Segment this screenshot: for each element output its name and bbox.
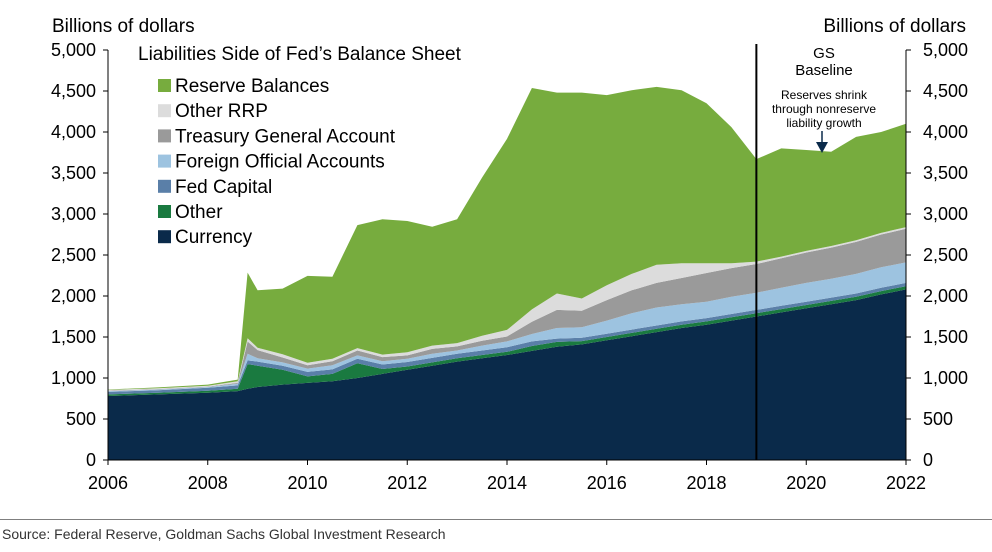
x-tick-label: 2018 — [686, 473, 726, 493]
area-other-rrp — [108, 227, 906, 391]
left-y-tick-label: 1,500 — [51, 327, 96, 347]
source-note: Source: Federal Reserve, Goldman Sachs G… — [2, 526, 446, 542]
baseline-label: Baseline — [795, 62, 853, 79]
legend-swatch — [158, 79, 171, 92]
right-y-tick-label: 4,000 — [923, 122, 968, 142]
right-y-tick-label: 4,500 — [923, 81, 968, 101]
right-y-tick-label: 3,000 — [923, 204, 968, 224]
right-y-tick-label: 2,000 — [923, 286, 968, 306]
x-tick-label: 2020 — [786, 473, 826, 493]
left-y-tick-label: 5,000 — [51, 40, 96, 60]
gs-label: GS — [813, 45, 835, 62]
annotation-arrow — [816, 131, 828, 153]
legend-swatch — [158, 230, 171, 244]
footer-divider — [0, 519, 992, 520]
x-tick-label: 2008 — [188, 473, 228, 493]
left-y-tick-label: 4,000 — [51, 122, 96, 142]
x-tick-label: 2012 — [387, 473, 427, 493]
right-y-tick-label: 0 — [923, 450, 933, 470]
tick-group — [103, 49, 911, 465]
x-tick-label: 2014 — [487, 473, 527, 493]
area-series-group — [108, 86, 906, 460]
right-y-tick-label: 1,000 — [923, 368, 968, 388]
legend-label: Treasury General Account — [175, 126, 396, 147]
annotation-line-1: Reserves shrink — [781, 88, 868, 102]
annotation-line-3: liability growth — [786, 116, 861, 130]
right-y-tick-label: 2,500 — [923, 245, 968, 265]
right-y-tick-label: 500 — [923, 409, 953, 429]
left-y-tick-label: 4,500 — [51, 81, 96, 101]
x-tick-label: 2022 — [886, 473, 926, 493]
left-y-tick-label: 1,000 — [51, 368, 96, 388]
chart-title: Liabilities Side of Fed’s Balance Sheet — [138, 44, 462, 65]
right-y-tick-label: 3,500 — [923, 163, 968, 183]
legend-label: Fed Capital — [175, 177, 272, 198]
left-y-tick-label: 3,000 — [51, 204, 96, 224]
legend: Reserve Balances Other RRP Treasury Genera… — [158, 76, 396, 248]
right-y-tick-label: 5,000 — [923, 40, 968, 60]
x-tick-label: 2016 — [587, 473, 627, 493]
area-reserve-balances — [108, 86, 906, 390]
stacked-area-chart: 0 0 500 500 1,000 1,000 1,500 1,500 2,000 2,000 2,… — [51, 16, 968, 493]
legend-label: Foreign Official Accounts — [175, 152, 385, 173]
legend-swatch — [158, 129, 171, 143]
legend-label: Reserve Balances — [175, 76, 329, 97]
left-y-tick-label: 0 — [86, 450, 96, 470]
left-y-tick-label: 2,000 — [51, 286, 96, 306]
x-tick-label: 2006 — [88, 473, 128, 493]
right-y-tick-label: 1,500 — [923, 327, 968, 347]
y-axis-label-left: Billions of dollars — [52, 16, 195, 37]
legend-swatch — [158, 154, 171, 168]
left-y-tick-label: 2,500 — [51, 245, 96, 265]
legend-swatch — [158, 205, 171, 218]
legend-swatch — [158, 104, 171, 118]
area-currency — [108, 289, 906, 460]
tick-label-group: 0 0 500 500 1,000 1,000 1,500 1,500 2,000 2,000 2,… — [51, 40, 968, 493]
legend-label: Currency — [175, 227, 253, 248]
left-y-tick-label: 500 — [66, 409, 96, 429]
y-axis-label-right: Billions of dollars — [823, 16, 966, 37]
left-y-tick-label: 3,500 — [51, 163, 96, 183]
legend-label: Other — [175, 202, 223, 223]
x-tick-label: 2010 — [287, 473, 327, 493]
legend-label: Other RRP — [175, 101, 268, 122]
legend-swatch — [158, 179, 171, 193]
annotation-line-2: through nonreserve — [772, 102, 876, 116]
